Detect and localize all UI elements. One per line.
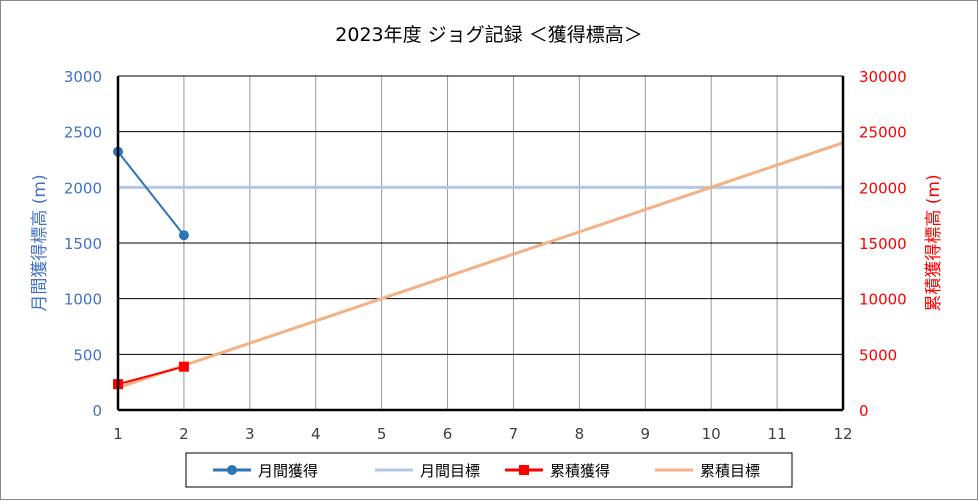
- x-tick-label: 11: [768, 425, 787, 443]
- y-left-tick-label: 2500: [64, 124, 102, 142]
- legend-label: 月間獲得: [258, 462, 318, 480]
- data-point: [178, 230, 189, 241]
- series-line: [117, 365, 185, 386]
- x-tick-label: 1: [113, 425, 123, 443]
- x-tick-label: 10: [702, 425, 721, 443]
- legend-label: 月間目標: [420, 462, 480, 480]
- x-tick-label: 9: [640, 425, 650, 443]
- series-line: [117, 141, 844, 390]
- y-axis-right-label: 累積獲得標高 (m): [924, 174, 944, 311]
- y-right-tick-label: 20000: [859, 179, 907, 197]
- y-right-tick-label: 10000: [859, 291, 907, 309]
- y-right-tick-label: 25000: [859, 124, 907, 142]
- chart-title: 2023年度 ジョグ記録 ＜獲得標高＞: [335, 24, 642, 46]
- x-tick-label: 4: [311, 425, 321, 443]
- y-axis-left-label: 月間獲得標高 (m): [30, 174, 50, 311]
- legend-marker: [227, 465, 237, 475]
- y-right-tick-label: 0: [859, 402, 869, 420]
- x-tick-label: 7: [509, 425, 519, 443]
- y-left-tick-label: 500: [73, 346, 102, 364]
- y-right-tick-label: 5000: [859, 346, 897, 364]
- x-tick-label: 3: [245, 425, 255, 443]
- y-left-tick-label: 2000: [64, 179, 102, 197]
- data-point: [178, 361, 189, 372]
- series-line: [117, 151, 185, 236]
- legend-marker: [519, 465, 529, 475]
- y-right-tick-label: 15000: [859, 235, 907, 253]
- x-tick-label: 12: [833, 425, 852, 443]
- y-left-tick-label: 1500: [64, 235, 102, 253]
- legend-label: 累積獲得: [550, 462, 610, 480]
- y-left-tick-label: 3000: [64, 68, 102, 86]
- legend-label: 累積目標: [700, 462, 760, 480]
- x-tick-label: 6: [443, 425, 453, 443]
- x-tick-label: 5: [377, 425, 387, 443]
- y-left-tick-label: 0: [92, 402, 102, 420]
- y-left-tick-label: 1000: [64, 291, 102, 309]
- x-tick-label: 8: [575, 425, 585, 443]
- x-tick-label: 2: [179, 425, 189, 443]
- y-right-tick-label: 30000: [859, 68, 907, 86]
